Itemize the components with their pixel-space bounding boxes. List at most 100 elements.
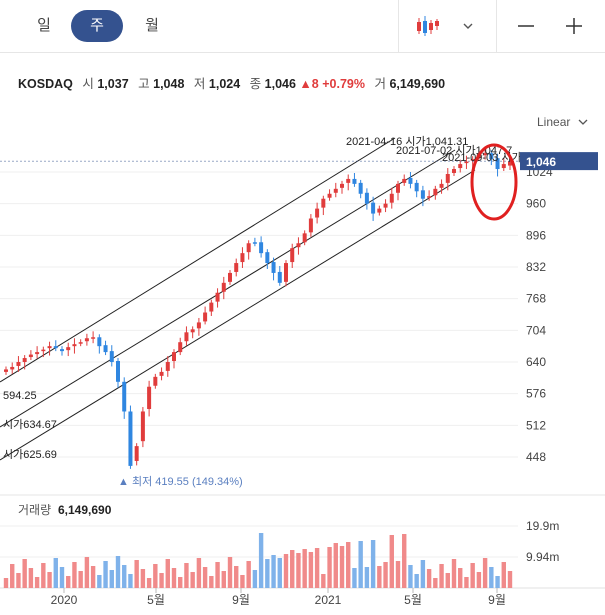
volume-bar <box>234 566 239 588</box>
divider <box>398 0 399 52</box>
volume-bar <box>72 562 77 588</box>
y-tick-label: 512 <box>526 418 546 432</box>
x-tick-label: 5월 <box>404 593 422 607</box>
y-tick-label: 640 <box>526 355 546 369</box>
candle-body <box>252 242 257 244</box>
volume-bar <box>370 540 376 588</box>
candle-body <box>60 349 64 352</box>
volume-bar <box>97 575 102 588</box>
candle-body <box>41 349 46 352</box>
candle-body <box>321 198 326 208</box>
candle-body <box>408 177 413 184</box>
divider <box>496 0 497 52</box>
volume-bar <box>209 576 214 588</box>
x-tick-label: 9월 <box>232 593 250 607</box>
volume-bar <box>78 571 83 588</box>
symbol: KOSDAQ <box>18 77 73 91</box>
volume-tick-label: 19.9m <box>526 519 559 533</box>
candle-body <box>265 252 270 264</box>
volume-bar <box>196 558 202 588</box>
candle-body <box>246 243 251 253</box>
tab-monthly[interactable]: 월 <box>145 17 159 34</box>
volume-bar <box>53 558 58 588</box>
candle-body <box>215 292 220 302</box>
volume-bar <box>215 562 220 588</box>
volume-bar <box>495 576 500 588</box>
candle-body <box>78 342 83 344</box>
candlestick-icon <box>417 16 439 36</box>
chart-type-button[interactable] <box>408 0 448 52</box>
volume-bar <box>171 568 177 588</box>
candle-body <box>91 337 96 339</box>
y-tick-label: 1024 <box>526 165 553 179</box>
candle-body <box>134 446 139 461</box>
y-tick-label: 832 <box>526 260 546 274</box>
volume-bar <box>464 577 469 588</box>
candle-body <box>190 329 195 333</box>
candle-body <box>196 322 201 329</box>
channel-label: 2021-04-16 시가1,041.31 <box>346 135 468 148</box>
open-value: 1,037 <box>97 77 129 91</box>
candle-body <box>140 411 145 442</box>
x-tick-label: 2020 <box>51 593 78 607</box>
volume-bar <box>358 541 363 588</box>
annotation-circle <box>470 143 518 221</box>
volume-bar <box>3 578 9 588</box>
candle-body <box>221 282 226 292</box>
candle-body <box>414 182 419 192</box>
chevron-down-icon <box>463 23 473 29</box>
candle-body <box>153 376 158 386</box>
volume-bar <box>420 560 426 588</box>
candle-body <box>240 253 245 263</box>
chevron-down-icon <box>578 119 588 125</box>
candle-body <box>103 345 108 353</box>
volume-bar <box>240 575 245 588</box>
candle-body <box>458 164 463 169</box>
volume-bar <box>190 572 195 588</box>
scale-mode-label: Linear <box>537 115 571 129</box>
close-label: 종 <box>249 77 262 91</box>
close-value: 1,046 <box>264 77 296 91</box>
candle-body <box>340 183 344 188</box>
tab-weekly[interactable]: 주 <box>71 10 123 42</box>
min-price-label: ▲ 최저 419.55 (149.34%) <box>118 475 243 488</box>
volume-tick-label: 9.94m <box>526 550 559 564</box>
volume-bar <box>383 562 388 588</box>
y-tick-label: 704 <box>526 323 546 337</box>
candle-body <box>203 312 208 322</box>
tab-daily[interactable]: 일 <box>37 17 51 34</box>
y-tick-label: 896 <box>526 228 546 242</box>
volume-bar <box>308 552 314 588</box>
quote-summary: KOSDAQ 시 1,037 고 1,048 저 1,024 종 1,046 ▲… <box>18 73 445 92</box>
minus-icon <box>518 25 534 27</box>
candle-body <box>452 169 456 173</box>
zoom-out-button[interactable] <box>508 0 544 52</box>
chart-type-dropdown[interactable] <box>456 0 480 52</box>
volume-bar <box>178 577 183 588</box>
candle-body <box>165 362 170 371</box>
volume-bar <box>414 574 419 588</box>
volume-bar <box>458 568 463 588</box>
candle-body <box>184 332 189 342</box>
volume-value: 6,149,690 <box>389 77 446 91</box>
candle-body <box>290 248 295 263</box>
scale-mode-dropdown[interactable]: Linear <box>537 115 588 129</box>
volume-panel-label: 거래량 <box>18 503 51 517</box>
volume-bar <box>122 565 127 588</box>
candle-body <box>346 178 351 183</box>
volume-bar <box>277 558 282 588</box>
volume-bar <box>90 566 96 588</box>
candle-body <box>116 361 120 382</box>
volume-bar <box>159 573 164 588</box>
volume-bar <box>352 568 357 588</box>
candle-body <box>296 243 301 248</box>
volume-label: 거 <box>374 77 386 91</box>
zoom-in-button[interactable] <box>556 0 592 52</box>
candle-body <box>439 183 444 188</box>
candle-body <box>66 347 71 351</box>
open-label: 시 <box>82 77 94 91</box>
volume-bar <box>445 573 450 588</box>
candle-body <box>501 164 506 169</box>
volume-bar <box>140 569 146 588</box>
volume-bar <box>501 562 506 588</box>
